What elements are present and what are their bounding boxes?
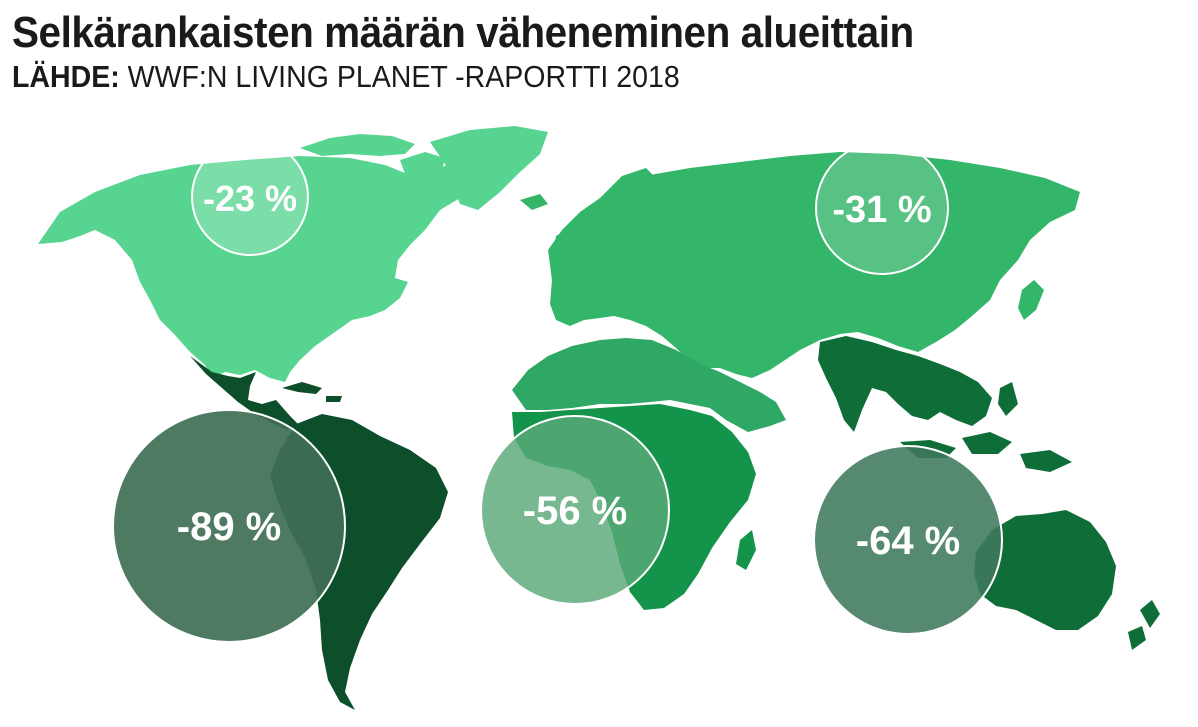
caribbean-islands (282, 382, 342, 402)
badge-circle-latin-america (112, 409, 346, 643)
british-isles (554, 228, 576, 258)
new-zealand (1128, 600, 1160, 650)
badge-europe-central-asia: -31 % (815, 141, 949, 275)
badge-circle-europe-central-asia (815, 141, 949, 275)
baffin-island (400, 152, 445, 190)
badge-circle-asia-pacific (813, 445, 1003, 635)
central-america-landmass (190, 356, 300, 430)
maritime-southeast-asia (900, 382, 1072, 472)
badge-latin-america: -89 % (112, 409, 346, 643)
world-map: -23 % -31 % -89 % -56 % -64 % (0, 120, 1198, 727)
header: Selkärankaisten määrän väheneminen aluei… (12, 6, 1192, 96)
source-label: LÄHDE: (12, 59, 120, 94)
region-value-latin-america: -89 % (177, 505, 282, 549)
badge-north-america: -23 % (191, 138, 309, 256)
badge-asia-pacific: -64 % (813, 445, 1003, 635)
region-value-asia-pacific: -64 % (856, 519, 961, 563)
region-north-america (38, 126, 548, 382)
north-africa-middle-east (512, 338, 786, 432)
australia (974, 510, 1116, 630)
map-title: Selkärankaisten määrän väheneminen aluei… (12, 8, 914, 57)
north-america-landmass (38, 156, 470, 382)
south-asia (818, 336, 992, 432)
region-middle-east (512, 338, 786, 432)
greenland (430, 126, 548, 210)
madagascar (736, 530, 756, 570)
region-asia-pacific (818, 336, 1160, 650)
region-value-north-america: -23 % (203, 178, 297, 219)
scandinavia (600, 168, 660, 224)
badge-circle-africa (480, 415, 670, 605)
arctic-archipelago (300, 134, 415, 156)
region-value-europe-central-asia: -31 % (832, 189, 931, 231)
japan (1018, 280, 1044, 320)
region-value-africa: -56 % (523, 489, 628, 533)
iceland (520, 194, 548, 210)
source-line: LÄHDE: WWF:N LIVING PLANET -RAPORTTI 201… (12, 58, 1098, 96)
badge-africa: -56 % (480, 415, 670, 605)
badge-circle-north-america (191, 138, 309, 256)
source-text: WWF:N LIVING PLANET -RAPORTTI 2018 (127, 59, 680, 94)
